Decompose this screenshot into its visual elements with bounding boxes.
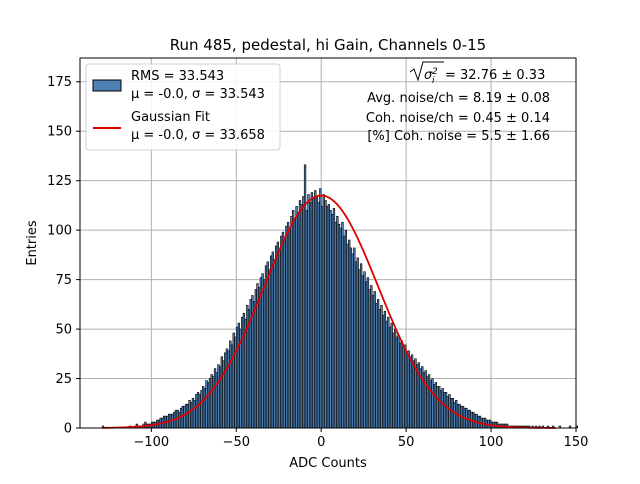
legend-histogram-stats: μ = -0.0, σ = 33.543 [131, 87, 265, 102]
plot-frame [79, 57, 577, 429]
annotation-coh-noise: Coh. noise/ch = 0.45 ± 0.14 [366, 111, 550, 126]
y-axis-ticks: 0 25 50 75 100 125 150 175 [47, 75, 80, 437]
x-axis-label: ADC Counts [289, 456, 367, 471]
y-tick-label: 150 [47, 125, 72, 140]
x-tick-label: 50 [398, 435, 415, 450]
legend-histogram-label: RMS = 33.543 [131, 69, 224, 84]
sigma-sqrt-value: = 32.76 ± 0.33 [445, 68, 545, 83]
y-axis-label: Entries [25, 220, 40, 266]
sigma-sqrt-annotation: σ 2 i = 32.76 ± 0.33 [409, 61, 545, 86]
annotation-coh-noise-percent: [%] Coh. noise = 5.5 ± 1.66 [367, 129, 550, 144]
legend-fit-label: Gaussian Fit [131, 110, 210, 125]
chart-title: Run 485, pedestal, hi Gain, Channels 0-1… [170, 36, 486, 54]
x-axis-ticks: −100 −50 0 50 100 150 [133, 428, 588, 450]
legend-fit-stats: μ = -0.0, σ = 33.658 [131, 128, 265, 143]
histogram-bars [101, 164, 578, 429]
y-tick-label: 0 [64, 422, 72, 437]
sigma-symbol: σ [424, 68, 433, 83]
gaussian-fit-line [102, 194, 556, 429]
y-tick-label: 175 [47, 75, 72, 90]
y-tick-label: 25 [55, 372, 72, 387]
x-tick-label: 150 [564, 435, 589, 450]
sigma-superscript: 2 [432, 67, 438, 77]
y-tick-label: 50 [55, 323, 72, 338]
annotations: σ 2 i = 32.76 ± 0.33 Avg. noise/ch = 8.1… [366, 61, 550, 144]
x-tick-label: −100 [133, 435, 169, 450]
y-tick-label: 125 [47, 174, 72, 189]
annotation-avg-noise: Avg. noise/ch = 8.19 ± 0.08 [367, 91, 550, 106]
y-tick-label: 75 [55, 273, 72, 288]
legend-box [85, 63, 281, 151]
x-tick-label: 100 [479, 435, 504, 450]
legend-histogram-swatch [92, 79, 122, 92]
y-tick-label: 100 [47, 224, 72, 239]
sigma-subscript: i [432, 76, 435, 86]
legend: RMS = 33.543 μ = -0.0, σ = 33.543 Gaussi… [85, 63, 281, 151]
x-tick-label: −50 [223, 435, 250, 450]
x-tick-label: 0 [317, 435, 325, 450]
